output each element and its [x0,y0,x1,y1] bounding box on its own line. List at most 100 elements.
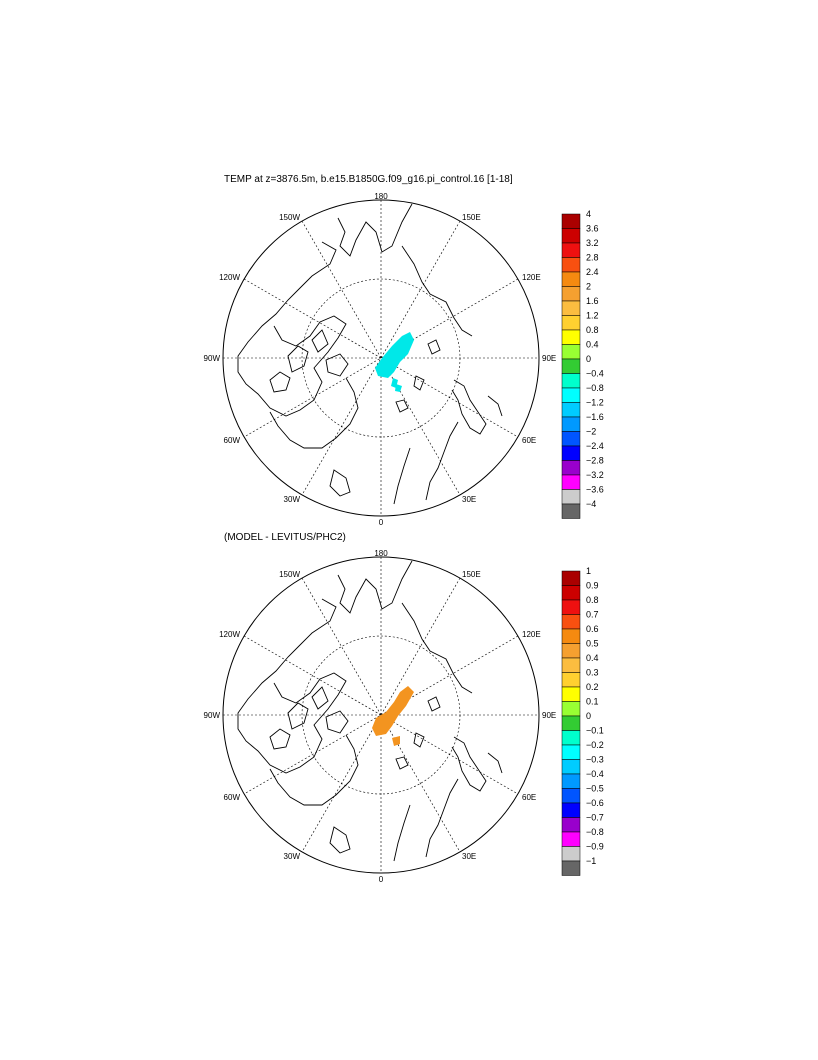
colorbar-swatch [561,387,581,403]
colorbar-label: −0.1 [586,726,604,736]
colorbar-label: 0 [586,711,591,721]
lon-label-60w: 60W [224,436,241,445]
colorbar-swatch [561,817,581,833]
colorbar-swatch [561,802,581,818]
colorbar-swatch [561,730,581,746]
colorbar-label: 0.3 [586,668,599,678]
colorbar-label: −0.8 [586,827,604,837]
colorbar-label: 2 [586,282,591,292]
colorbar-label: 0.1 [586,697,599,707]
coastlines [237,560,503,862]
colorbar-bottom: 1 0.9 0.8 0.7 0.6 0.5 0.4 0.3 0.2 0.1 0 −0.1 −0.2 −0.… [561,566,604,876]
colorbar-swatch [561,686,581,702]
anomaly-patch [392,736,400,746]
colorbar-swatch [561,860,581,876]
panel-top-title: TEMP at z=3876.5m, b.e15.B1850G.f09_g16.… [224,174,513,185]
colorbar-swatch [561,759,581,775]
colorbar-label: −1.6 [586,412,604,422]
colorbar-swatch [561,846,581,862]
colorbar-label: 0.8 [586,325,599,335]
lon-label-180: 180 [374,192,388,201]
colorbar-label: −3.2 [586,470,604,480]
lon-label-60w: 60W [224,793,241,802]
colorbar-label: 3.6 [586,224,599,234]
colorbar-label: 0.2 [586,682,599,692]
colorbar-label: −0.5 [586,784,604,794]
lon-label-30e: 30E [462,495,476,504]
colorbar-swatch [561,503,581,519]
lon-label-180: 180 [374,549,388,558]
colorbar-swatch [561,585,581,601]
colorbar-swatch [561,715,581,731]
colorbar-label: 0.8 [586,595,599,605]
panel-bottom-title: (MODEL - LEVITUS/PHC2) [224,532,346,543]
colorbar-label: −2 [586,427,596,437]
colorbar-swatch [561,329,581,345]
colorbar-swatch [561,242,581,258]
colorbar-label: 1.2 [586,311,599,321]
colorbar-label: 0.7 [586,610,599,620]
colorbar-swatch [561,286,581,302]
colorbar-swatch [561,460,581,476]
colorbar-label: 1 [586,566,591,576]
lon-label-90e: 90E [542,711,556,720]
lon-label-120w: 120W [219,273,240,282]
colorbar-label: −2.8 [586,456,604,466]
lon-label-90w: 90W [204,354,221,363]
lon-label-0: 0 [379,518,384,527]
lon-label-120e: 120E [522,273,541,282]
colorbar-label: 0.6 [586,624,599,634]
colorbar-label: −0.2 [586,740,604,750]
polar-map-bottom [222,556,540,874]
colorbar-label: −1 [586,856,596,866]
lon-label-60e: 60E [522,436,536,445]
colorbar-swatch [561,614,581,630]
colorbar-swatch [561,773,581,789]
colorbar-swatch [561,228,581,244]
colorbar-swatch [561,628,581,644]
colorbar-swatch [561,358,581,374]
colorbar-label: 2.4 [586,267,599,277]
colorbar-swatch [561,431,581,447]
colorbar-swatch [561,445,581,461]
lon-label-60e: 60E [522,793,536,802]
colorbar-top: 4 3.6 3.2 2.8 2.4 2 1.6 1.2 0.8 0.4 0 −0.4 −0.8 −1.2 −… [561,209,604,519]
panel-top: TEMP at z=3876.5m, b.e15.B1850G.f09_g16.… [204,174,604,527]
colorbar-swatch [561,643,581,659]
colorbar-swatch [561,489,581,505]
colorbar-swatch [561,657,581,673]
colorbar-label: 4 [586,209,591,219]
lon-label-150w: 150W [279,213,300,222]
temperature-anomaly-bottom [372,686,414,746]
lon-label-150e: 150E [462,570,481,579]
lon-label-30e: 30E [462,852,476,861]
colorbar-swatch [561,701,581,717]
colorbar-swatch [561,257,581,273]
colorbar-swatch [561,744,581,760]
lon-label-30w: 30W [284,852,301,861]
colorbar-swatch [561,373,581,389]
colorbar-swatch [561,570,581,586]
colorbar-swatch [561,416,581,432]
anomaly-patch [372,686,414,736]
temperature-anomaly-top [375,332,414,392]
colorbar-label: 0.9 [586,581,599,591]
colorbar-swatch [561,788,581,804]
colorbar-swatch [561,831,581,847]
polar-map-top [222,199,540,517]
colorbar-swatch [561,213,581,229]
colorbar-label: 0.4 [586,340,599,350]
colorbar-swatch [561,315,581,331]
longitude-labels-top: 180 150E 120E 90E 60E 30E 0 30W 60W 90W … [204,192,557,527]
colorbar-label: −0.7 [586,813,604,823]
longitude-labels-bottom: 180 150E 120E 90E 60E 30E 0 30W 60W 90W … [204,549,557,884]
colorbar-label: −0.4 [586,369,604,379]
colorbar-swatch [561,672,581,688]
coastlines [237,203,503,505]
colorbar-label: −0.3 [586,755,604,765]
colorbar-swatch [561,474,581,490]
lon-label-120e: 120E [522,630,541,639]
colorbar-label: 0.5 [586,639,599,649]
panel-bottom: (MODEL - LEVITUS/PHC2) [204,532,604,884]
